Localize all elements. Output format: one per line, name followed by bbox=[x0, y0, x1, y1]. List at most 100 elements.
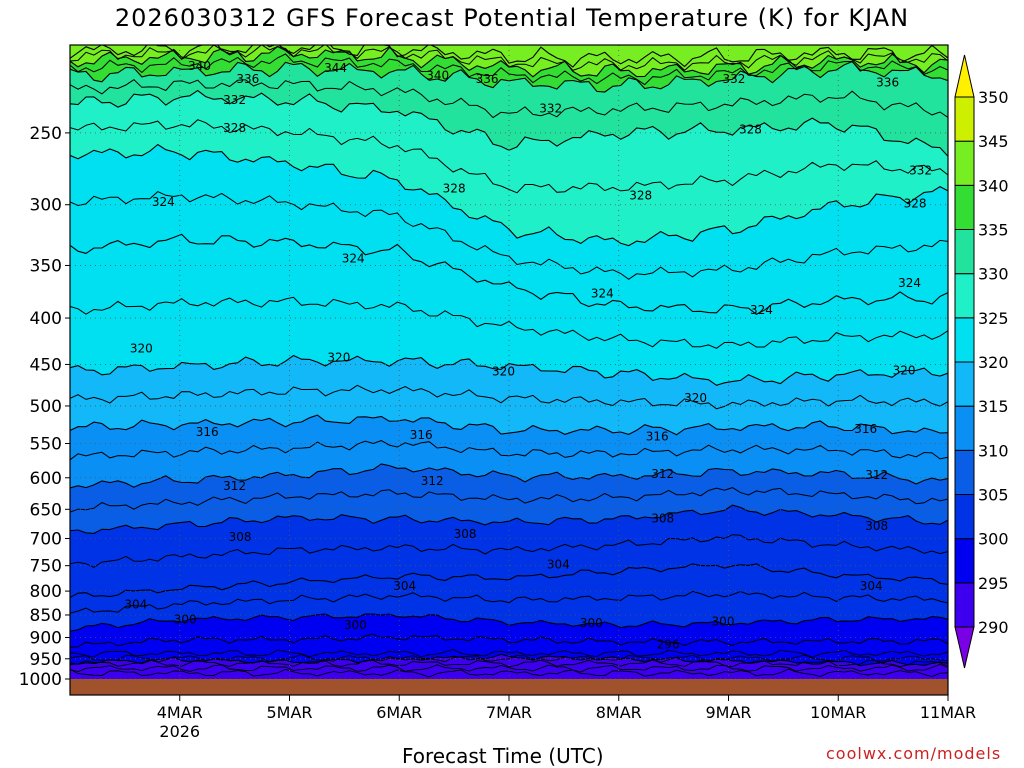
y-tick-label: 250 bbox=[30, 124, 62, 144]
colorbar-cell-330 bbox=[954, 229, 975, 275]
y-tick-label: 1000 bbox=[19, 670, 62, 690]
contour-label: 300 bbox=[344, 618, 367, 632]
contour-label: 304 bbox=[547, 558, 570, 572]
isentrope-320 bbox=[70, 354, 948, 386]
x-tick-label: 5MAR bbox=[266, 703, 312, 722]
contour-label: 304 bbox=[860, 579, 883, 593]
y-tick-label: 450 bbox=[30, 355, 62, 375]
contour-label: 328 bbox=[223, 121, 246, 135]
y-tick-label: 800 bbox=[30, 582, 62, 602]
isentrope-mid-326 bbox=[70, 191, 948, 280]
colorbar-label: 345 bbox=[978, 132, 1009, 151]
y-tick-label: 300 bbox=[30, 196, 62, 216]
contour-label: 324 bbox=[342, 252, 365, 266]
chart-title: 2026030312 GFS Forecast Potential Temper… bbox=[114, 4, 910, 32]
contour-label: 312 bbox=[223, 479, 246, 493]
isentrope-324 bbox=[70, 233, 948, 315]
contour-label: 308 bbox=[651, 511, 674, 525]
credit-text: coolwx.com/models bbox=[826, 744, 1002, 763]
contour-labels: 340 344 340 336 336 336 332 332 332 332 328 328 328 3… bbox=[124, 59, 932, 651]
x-tick-label: 10MAR bbox=[810, 703, 866, 722]
isentrope-mid-310 bbox=[70, 487, 948, 513]
contour-label: 320 bbox=[684, 391, 707, 405]
isentrope-mid-334 bbox=[70, 79, 948, 119]
contour-label: 312 bbox=[421, 474, 444, 488]
contour-label: 328 bbox=[904, 196, 927, 210]
colorbar-label: 290 bbox=[978, 618, 1009, 637]
contour-label: 316 bbox=[646, 429, 669, 443]
contour-label: 332 bbox=[539, 102, 562, 116]
surface-isentrope bbox=[70, 654, 948, 663]
surface-isentrope bbox=[70, 663, 948, 673]
y-tick-label: 600 bbox=[30, 469, 62, 489]
contour-label: 320 bbox=[893, 364, 916, 378]
x-tick-label: 11MAR bbox=[920, 703, 976, 722]
contour-label: 320 bbox=[492, 364, 515, 378]
chart-svg: 340 344 340 336 336 336 332 332 332 332 328 328 328 3… bbox=[19, 44, 1009, 741]
contour-label: 332 bbox=[909, 163, 932, 177]
x-tick-label: 4MAR bbox=[157, 703, 203, 722]
isentrope-mid-342 bbox=[70, 45, 948, 71]
contour-label: 308 bbox=[454, 527, 477, 541]
colorbar-cell-340 bbox=[954, 140, 975, 186]
contour-label: 328 bbox=[739, 123, 762, 137]
contour-label: 312 bbox=[651, 467, 674, 481]
contour-label: 300 bbox=[174, 613, 197, 627]
y-tick-label: 500 bbox=[30, 397, 62, 417]
y-tick-label: 850 bbox=[30, 606, 62, 626]
y-tick-label: 400 bbox=[30, 309, 62, 329]
contour-label: 336 bbox=[876, 76, 899, 90]
isentrope-304 bbox=[70, 563, 948, 598]
colorbar-cell-305 bbox=[954, 449, 975, 496]
colorbar-label: 335 bbox=[978, 221, 1009, 240]
contour-label: 336 bbox=[236, 72, 259, 86]
isentrope-mid-322 bbox=[70, 296, 948, 349]
isentrope-344 bbox=[70, 45, 948, 68]
colorbar-label: 325 bbox=[978, 309, 1009, 328]
contour-label: 308 bbox=[229, 530, 252, 544]
colorbar-cell-320 bbox=[954, 317, 975, 363]
surface-isentrope bbox=[70, 659, 948, 668]
x-tick-label: 7MAR bbox=[486, 703, 532, 722]
isentrope-mid-318 bbox=[70, 384, 948, 410]
contour-label: 328 bbox=[443, 182, 466, 196]
contour-label: 324 bbox=[152, 195, 175, 209]
contour-label: 324 bbox=[750, 303, 773, 317]
x-tick-label: 8MAR bbox=[596, 703, 642, 722]
x-tick-label: 9MAR bbox=[705, 703, 751, 722]
colorbar-label: 350 bbox=[978, 88, 1009, 107]
colorbar-cell-315 bbox=[954, 361, 975, 407]
contour-label: 300 bbox=[580, 616, 603, 630]
colorbar-cell-335 bbox=[954, 184, 975, 230]
colorbar-label: 310 bbox=[978, 441, 1009, 460]
contour-label: 328 bbox=[629, 188, 652, 202]
contour-label: 316 bbox=[196, 425, 219, 439]
colorbar-label: 300 bbox=[978, 530, 1009, 549]
colorbar-label: 340 bbox=[978, 176, 1009, 195]
isentrope-mid-338 bbox=[70, 53, 948, 86]
colorbar-cell-300 bbox=[954, 494, 975, 540]
surface-isentrope bbox=[70, 649, 948, 658]
contour-label: 300 bbox=[712, 614, 735, 628]
colorbar-over-triangle bbox=[954, 54, 975, 98]
contour-label: 320 bbox=[327, 350, 350, 364]
colorbar-label: 305 bbox=[978, 486, 1009, 505]
y-axis: 2503003504004505005506006507007508008509… bbox=[19, 124, 70, 690]
ground-strip bbox=[70, 679, 948, 695]
y-tick-label: 700 bbox=[30, 529, 62, 549]
contour-label: 324 bbox=[898, 276, 921, 290]
y-tick-label: 900 bbox=[30, 628, 62, 648]
colorbar-label: 315 bbox=[978, 397, 1009, 416]
y-tick-label: 550 bbox=[30, 434, 62, 454]
contour-label: 312 bbox=[865, 468, 888, 482]
y-tick-label: 650 bbox=[30, 500, 62, 520]
colorbar-label: 295 bbox=[978, 574, 1009, 593]
y-tick-label: 350 bbox=[30, 256, 62, 276]
colorbar-label: 330 bbox=[978, 265, 1009, 284]
contour-label: 340 bbox=[426, 68, 449, 82]
colorbar-cell-295 bbox=[954, 538, 975, 584]
contour-label: 316 bbox=[854, 422, 877, 436]
contour-label: 320 bbox=[130, 341, 153, 355]
colorbar-cell-325 bbox=[954, 273, 975, 319]
